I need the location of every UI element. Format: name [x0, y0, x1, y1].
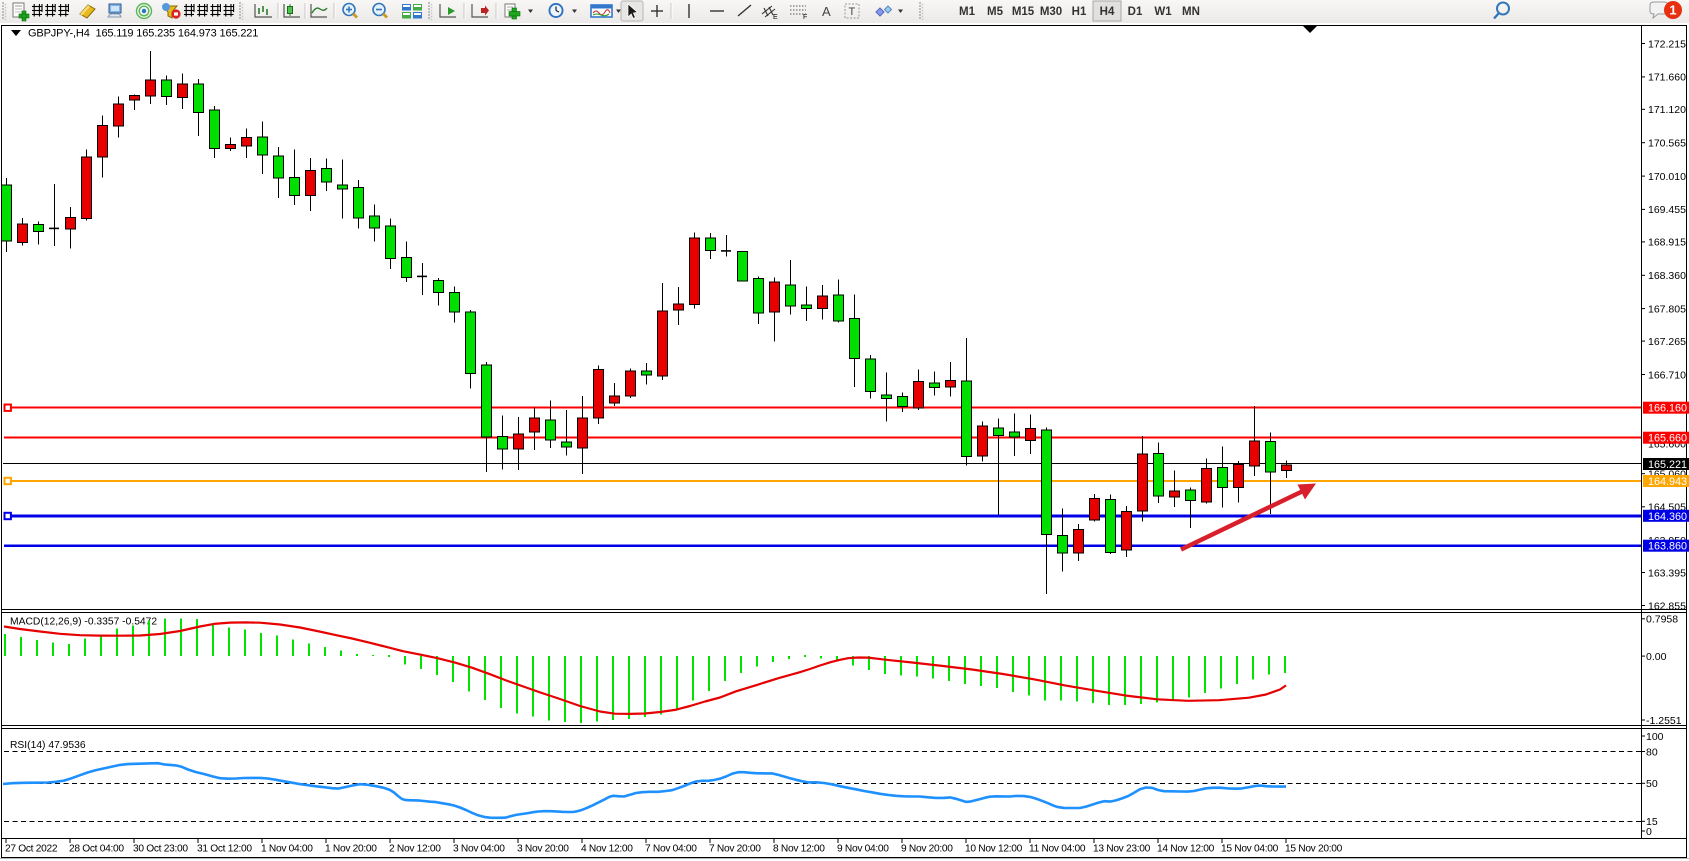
svg-text:14 Nov 12:00: 14 Nov 12:00: [1157, 844, 1215, 855]
svg-text:7 Nov 20:00: 7 Nov 20:00: [709, 844, 761, 855]
svg-text:0.7958: 0.7958: [1646, 614, 1678, 626]
svg-text:164.943: 164.943: [1648, 476, 1687, 488]
svg-text:15: 15: [1646, 816, 1658, 828]
svg-text:165.221: 165.221: [1648, 459, 1687, 471]
svg-text:2 Nov 12:00: 2 Nov 12:00: [389, 844, 441, 855]
svg-text:E: E: [773, 14, 778, 21]
svg-text:171.660: 171.660: [1648, 72, 1686, 84]
svg-text:164.505: 164.505: [1648, 502, 1686, 514]
svg-text:167.805: 167.805: [1648, 303, 1686, 315]
svg-text:172.215: 172.215: [1648, 38, 1686, 50]
svg-text:50: 50: [1646, 778, 1658, 790]
svg-text:170.565: 170.565: [1648, 138, 1686, 150]
svg-text:15 Nov 20:00: 15 Nov 20:00: [1285, 844, 1343, 855]
svg-text:-1.2551: -1.2551: [1646, 715, 1682, 727]
svg-text:T: T: [849, 6, 856, 18]
svg-text:165.660: 165.660: [1648, 433, 1687, 445]
svg-text:W1: W1: [1154, 6, 1172, 18]
svg-text:163.860: 163.860: [1648, 541, 1687, 553]
svg-text:163.395: 163.395: [1648, 567, 1686, 579]
svg-text:H4: H4: [1100, 6, 1115, 18]
svg-text:GBPJPY-,H4 165.119 165.235 16: GBPJPY-,H4 165.119 165.235 164.973 165.2…: [28, 28, 258, 40]
svg-text:H1: H1: [1072, 6, 1087, 18]
svg-text:4 Nov 12:00: 4 Nov 12:00: [581, 844, 633, 855]
svg-text:166.160: 166.160: [1648, 403, 1687, 415]
svg-text:7 Nov 04:00: 7 Nov 04:00: [645, 844, 697, 855]
svg-text:3 Nov 20:00: 3 Nov 20:00: [517, 844, 569, 855]
svg-text:100: 100: [1646, 731, 1664, 743]
svg-text:31 Oct 12:00: 31 Oct 12:00: [197, 844, 252, 855]
svg-text:30 Oct 23:00: 30 Oct 23:00: [133, 844, 188, 855]
svg-text:171.120: 171.120: [1648, 104, 1686, 116]
svg-text:170.010: 170.010: [1648, 171, 1686, 183]
svg-text:MN: MN: [1182, 6, 1200, 18]
svg-text:1: 1: [1669, 3, 1676, 18]
svg-text:F: F: [803, 14, 807, 21]
svg-text:162.855: 162.855: [1648, 600, 1686, 612]
svg-text:D1: D1: [1128, 6, 1143, 18]
svg-text:13 Nov 23:00: 13 Nov 23:00: [1093, 844, 1151, 855]
svg-text:168.360: 168.360: [1648, 270, 1686, 282]
svg-text:0.00: 0.00: [1646, 651, 1667, 663]
svg-text:80: 80: [1646, 746, 1658, 758]
svg-text:M5: M5: [987, 6, 1004, 18]
svg-text:27 Oct 2022: 27 Oct 2022: [5, 844, 58, 855]
svg-text:A: A: [822, 4, 831, 19]
svg-text:28 Oct 04:00: 28 Oct 04:00: [69, 844, 124, 855]
svg-text:167.265: 167.265: [1648, 336, 1686, 348]
svg-text:M15: M15: [1012, 6, 1035, 18]
svg-text:168.915: 168.915: [1648, 237, 1686, 249]
svg-text:9 Nov 20:00: 9 Nov 20:00: [901, 844, 953, 855]
svg-text:RSI(14) 47.9536: RSI(14) 47.9536: [10, 740, 86, 751]
svg-text:10 Nov 12:00: 10 Nov 12:00: [965, 844, 1023, 855]
svg-text:9 Nov 04:00: 9 Nov 04:00: [837, 844, 889, 855]
svg-text:11 Nov 04:00: 11 Nov 04:00: [1029, 844, 1086, 855]
svg-text:M1: M1: [959, 6, 976, 18]
svg-text:169.455: 169.455: [1648, 204, 1686, 216]
svg-text:15 Nov 04:00: 15 Nov 04:00: [1221, 844, 1279, 855]
svg-text:1 Nov 04:00: 1 Nov 04:00: [261, 844, 313, 855]
svg-text:8 Nov 12:00: 8 Nov 12:00: [773, 844, 825, 855]
svg-text:M30: M30: [1040, 6, 1062, 18]
svg-text:164.360: 164.360: [1648, 511, 1687, 523]
svg-text:1 Nov 20:00: 1 Nov 20:00: [325, 844, 377, 855]
svg-text:0: 0: [1646, 826, 1652, 838]
svg-text:166.710: 166.710: [1648, 369, 1686, 381]
svg-text:MACD(12,26,9) -0.3357 -0.5472: MACD(12,26,9) -0.3357 -0.5472: [10, 617, 157, 628]
svg-text:3 Nov 04:00: 3 Nov 04:00: [453, 844, 505, 855]
